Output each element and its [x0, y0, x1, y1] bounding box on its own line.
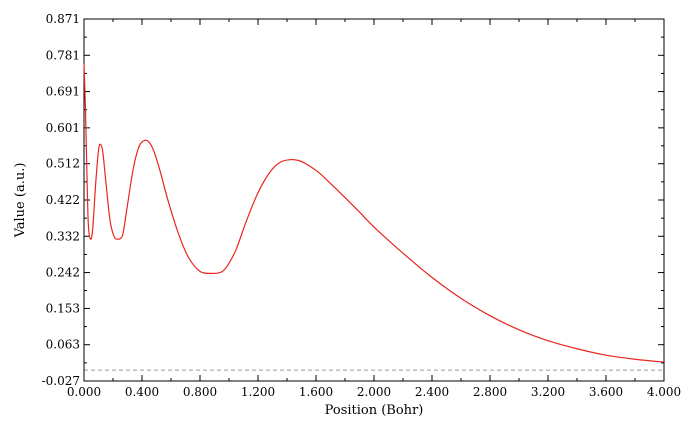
x-tick-label: 0.800 — [183, 385, 217, 399]
y-tick-label: 0.422 — [46, 193, 80, 207]
y-tick-label: 0.781 — [46, 48, 80, 62]
y-tick-label: 0.063 — [46, 338, 80, 352]
series-layer — [83, 63, 665, 363]
tick-marks — [83, 18, 665, 382]
x-tick-label: 3.600 — [589, 385, 623, 399]
x-tick-label: 0.000 — [67, 385, 101, 399]
plot-frame — [83, 18, 665, 382]
y-axis-title: Value (a.u.) — [13, 163, 28, 239]
y-tick-label: 0.512 — [46, 157, 80, 171]
y-tick-label: 0.242 — [46, 266, 80, 280]
y-tick-label: -0.027 — [42, 374, 80, 388]
y-tick-label: 0.691 — [46, 85, 80, 99]
x-tick-label: 4.000 — [647, 385, 681, 399]
x-tick-label: 3.200 — [531, 385, 565, 399]
x-tick-label: 2.000 — [357, 385, 391, 399]
x-tick-label: 2.400 — [415, 385, 449, 399]
x-tick-label: 1.600 — [299, 385, 333, 399]
x-axis-title: Position (Bohr) — [325, 403, 424, 418]
tick-labels: 0.000 0.400 0.800 1.200 1.600 2.000 2.400 2.800… — [42, 12, 682, 399]
x-tick-label: 1.200 — [241, 385, 275, 399]
y-tick-label: 0.153 — [46, 301, 80, 315]
x-tick-label: 0.400 — [125, 385, 159, 399]
y-tick-label: 0.871 — [46, 12, 80, 26]
y-tick-label: 0.332 — [46, 229, 80, 243]
y-tick-label: 0.601 — [46, 121, 80, 135]
x-tick-label: 2.800 — [473, 385, 507, 399]
series-line — [83, 63, 665, 363]
